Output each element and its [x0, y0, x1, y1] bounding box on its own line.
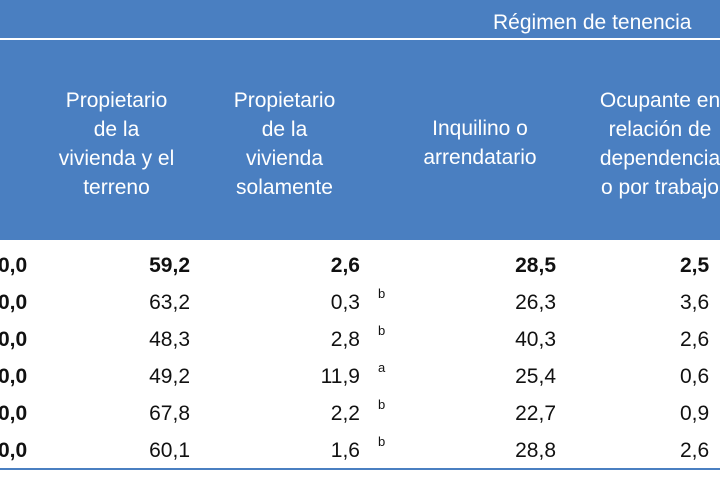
cell-owner-house-and-land: 48,3: [149, 328, 190, 351]
cell-owner-house-only: 2,6: [330, 254, 360, 277]
cell-owner-house-and-land: 60,1: [149, 439, 190, 462]
table-bottom-rule: [0, 468, 720, 470]
column-group-label: Régimen de tenencia: [493, 11, 692, 34]
cell-owner-house-and-land: 63,2: [149, 291, 190, 314]
column-header-owner-house-only: Propietario de la vivienda solamente: [233, 89, 336, 199]
cell-tenant: 28,5: [515, 254, 556, 277]
reliability-flag: b: [378, 397, 386, 412]
cell-owner-house-only: 11,9: [320, 365, 360, 388]
cell-owner-house-only: 2,8: [330, 328, 360, 351]
cell-tenant: 26,3: [515, 291, 556, 314]
table-row: 0,0 48,3 2,8 b 40,3 2,6: [0, 321, 720, 358]
column-header-dependent-occupant: Ocupante en relación de dependencia o po…: [599, 89, 720, 199]
header-divider: [0, 38, 720, 40]
cell-dependent-occupant: 3,6: [680, 291, 710, 314]
cell-total: 0,0: [0, 291, 28, 314]
table-row: 0,0 67,8 2,2 b 22,7 0,9: [0, 395, 720, 432]
cell-owner-house-and-land: 67,8: [149, 402, 190, 425]
cell-tenant: 25,4: [515, 365, 556, 388]
cell-total: 0,0: [0, 328, 28, 351]
reliability-flag: b: [378, 434, 386, 449]
cell-owner-house-only: 1,6: [330, 439, 360, 462]
reliability-flag: b: [378, 323, 386, 338]
table-header: Régimen de tenencia Propietario de la vi…: [0, 0, 720, 240]
cell-owner-house-only: 0,3: [330, 291, 360, 314]
cell-total: 0,0: [0, 365, 28, 388]
cell-dependent-occupant: 0,6: [680, 365, 710, 388]
cell-tenant: 28,8: [515, 439, 556, 462]
cell-owner-house-and-land: 49,2: [149, 365, 190, 388]
column-header-tenant: Inquilino o arrendatario: [423, 117, 537, 169]
cell-total: 0,0: [0, 402, 28, 425]
cell-dependent-occupant: 2,6: [680, 439, 710, 462]
table-row: 0,0 63,2 0,3 b 26,3 3,6: [0, 284, 720, 321]
table-row: 0,0 60,1 1,6 b 28,8 2,6: [0, 432, 720, 469]
cell-tenant: 22,7: [515, 402, 556, 425]
column-header-owner-house-and-land: Propietario de la vivienda y el terreno: [58, 89, 175, 199]
cell-owner-house-only: 2,2: [330, 402, 360, 425]
cell-total: 0,0: [0, 439, 28, 462]
cell-dependent-occupant: 2,6: [680, 328, 710, 351]
table-row: 0,0 49,2 11,9 a 25,4 0,6: [0, 358, 720, 395]
reliability-flag: a: [378, 360, 386, 375]
cell-dependent-occupant: 0,9: [680, 402, 710, 425]
reliability-flag: b: [378, 286, 386, 301]
table-row: 0,0 59,2 2,6 28,5 2,5: [0, 247, 720, 284]
cell-tenant: 40,3: [515, 328, 556, 351]
table-body: 0,0 59,2 2,6 28,5 2,5 0,0 63,2 0,3 b 26,…: [0, 240, 720, 480]
cell-dependent-occupant: 2,5: [680, 254, 710, 277]
cell-owner-house-and-land: 59,2: [149, 254, 190, 277]
cell-total: 0,0: [0, 254, 28, 277]
